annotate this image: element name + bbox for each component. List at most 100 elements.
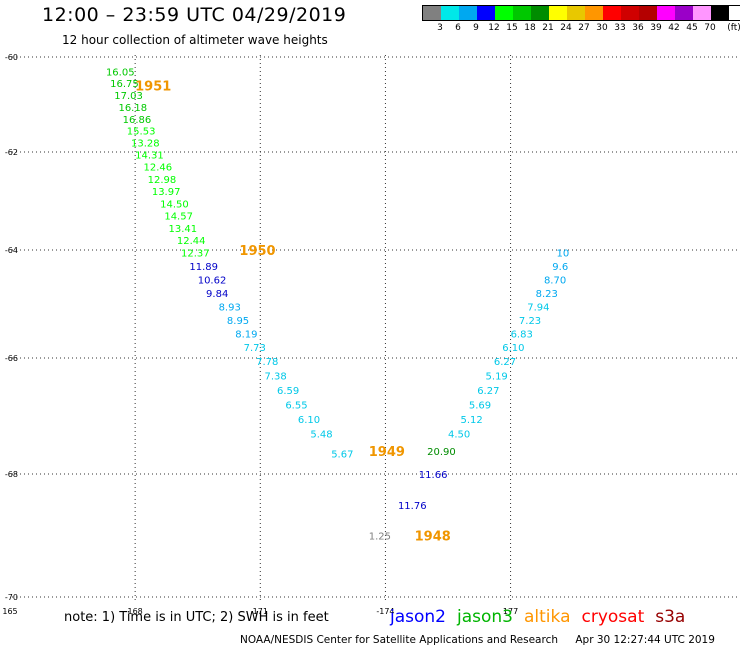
y-tick-label: -64 (5, 246, 18, 255)
wave-height-label: 6.27 (477, 386, 499, 397)
wave-height-label: 6.59 (277, 386, 299, 397)
wave-height-label: 6.10 (502, 343, 524, 354)
wave-height-label: 16.18 (118, 103, 147, 114)
legend-swatch (531, 6, 549, 20)
wave-height-label: 11.76 (398, 501, 427, 512)
credit-text: NOAA/NESDIS Center for Satellite Applica… (240, 634, 558, 646)
wave-height-label: 6.83 (511, 330, 533, 341)
legend-label: 6 (455, 23, 461, 33)
wave-height-label: 7.73 (244, 343, 266, 354)
legend-label: 30 (596, 23, 608, 33)
time-label: 1948 (415, 530, 451, 545)
y-tick-label: -68 (5, 470, 18, 479)
legend-swatch (477, 6, 495, 20)
wave-height-label: 4.50 (448, 429, 470, 440)
wave-height-label: 16.75 (110, 79, 139, 90)
x-tick-label: -174 (376, 607, 394, 616)
wave-height-label: 1.25 (369, 532, 391, 543)
satellite-legend: jason2 jason3 altika cryosat s3a (390, 607, 696, 627)
y-tick-label: -66 (5, 354, 18, 363)
wave-height-label: 11.89 (189, 262, 218, 273)
data-labels: 16.0516.7517.0316.1816.8615.5313.2814.31… (106, 67, 569, 542)
y-tick-label: -70 (5, 593, 18, 602)
wave-height-label: 16.05 (106, 67, 135, 78)
chart-subtitle: 12 hour collection of altimeter wave hei… (62, 33, 328, 47)
wave-height-label: 14.50 (160, 199, 189, 210)
legend-swatch (675, 6, 693, 20)
time-label: 1949 (369, 445, 405, 460)
legend-swatch (621, 6, 639, 20)
wave-height-label: 16.86 (123, 115, 152, 126)
wave-height-label: 13.41 (169, 224, 198, 235)
legend-label: 24 (560, 23, 572, 33)
time-label: 1951 (135, 80, 171, 95)
legend-label: 33 (614, 23, 626, 33)
color-legend: 3 6 9 12 15 18 21 24 27 30 33 36 39 42 45 70 (ft) (422, 5, 740, 33)
credit-line: NOAA/NESDIS Center for Satellite Applica… (240, 634, 729, 646)
wave-height-label: 12.37 (181, 249, 210, 260)
wave-height-label: 9.84 (206, 289, 228, 300)
wave-height-label: 5.69 (469, 400, 491, 411)
wave-height-label: 14.31 (135, 150, 164, 161)
legend-label: 3 (437, 23, 443, 33)
time-labels: 1951 1950 1949 1948 (135, 80, 451, 545)
satellite-cryosat: cryosat (581, 607, 645, 627)
legend-swatch (693, 6, 711, 20)
legend-swatch (585, 6, 603, 20)
legend-label: 70 (704, 23, 716, 33)
x-tick-label: 165 (2, 607, 17, 616)
legend-label: 39 (650, 23, 662, 33)
legend-label: 36 (632, 23, 644, 33)
wave-height-label: 15.53 (127, 127, 156, 138)
legend-swatch (423, 6, 441, 20)
legend-swatch (495, 6, 513, 20)
wave-height-label: 7.94 (527, 303, 549, 314)
legend-label: 42 (668, 23, 680, 33)
axis-ticks: 168 171 -174 177 165 -60 -62 -64 -66 -68 -70 (2, 53, 518, 616)
wave-height-label: 7.23 (519, 316, 541, 327)
legend-swatch (459, 6, 477, 20)
legend-swatches (422, 5, 740, 21)
y-tick-label: -60 (5, 53, 18, 62)
satellite-s3a: s3a (655, 607, 686, 627)
legend-label: 21 (542, 23, 554, 33)
wave-height-label: 20.90 (427, 447, 456, 458)
legend-label: 27 (578, 23, 590, 33)
y-tick-label: -62 (5, 148, 18, 157)
legend-swatch (639, 6, 657, 20)
wave-height-label: 12.44 (177, 236, 206, 247)
wave-height-label: 12.46 (143, 163, 172, 174)
wave-height-label: 17.03 (114, 91, 143, 102)
legend-swatch (567, 6, 585, 20)
chart-title: 12:00 – 23:59 UTC 04/29/2019 (42, 4, 347, 26)
x-tick-label: 168 (128, 607, 143, 616)
wave-height-label: 13.97 (152, 187, 181, 198)
wave-height-label: 10 (556, 249, 569, 260)
wave-height-label: 6.55 (285, 400, 307, 411)
legend-swatch (513, 6, 531, 20)
satellite-jason2: jason2 (390, 607, 446, 627)
legend-swatch (711, 6, 729, 20)
satellite-jason3: jason3 (457, 607, 513, 627)
wave-height-label: 7.38 (264, 371, 286, 382)
legend-swatch (549, 6, 567, 20)
wave-height-label: 10.62 (198, 276, 227, 287)
grid-lines (12, 55, 740, 600)
timestamp: Apr 30 12:27:44 UTC 2019 (575, 634, 715, 646)
wave-height-label: 5.19 (486, 371, 508, 382)
footer-note: note: 1) Time is in UTC; 2) SWH is in fe… (64, 610, 329, 625)
wave-height-label: 8.19 (235, 330, 257, 341)
legend-label: (ft) (727, 23, 740, 33)
wave-height-label: 13.28 (131, 139, 160, 150)
legend-label: 15 (506, 23, 518, 33)
legend-label: 18 (524, 23, 536, 33)
legend-label: 9 (473, 23, 479, 33)
x-tick-label: 177 (503, 607, 518, 616)
wave-height-label: 8.93 (219, 303, 241, 314)
satellite-altika: altika (524, 607, 571, 627)
legend-labels: 3 6 9 12 15 18 21 24 27 30 33 36 39 42 45 70 (ft) (422, 21, 740, 33)
wave-height-label: 8.95 (227, 316, 249, 327)
wave-height-label: 5.67 (331, 450, 353, 461)
wave-height-label: 6.10 (298, 415, 320, 426)
